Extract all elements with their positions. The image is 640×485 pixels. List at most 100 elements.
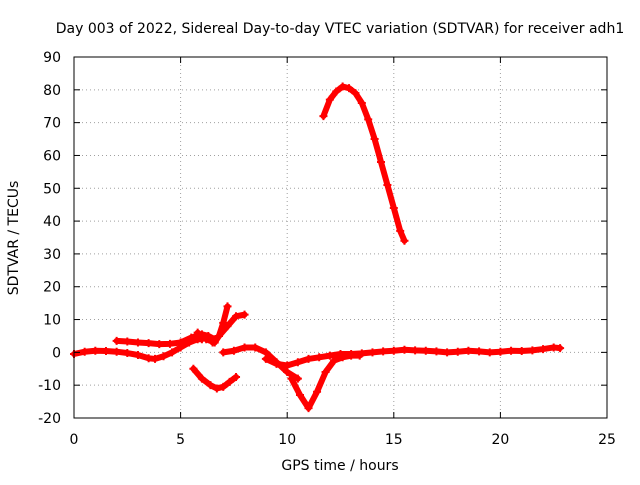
data-point <box>330 356 339 365</box>
data-point <box>400 345 409 354</box>
data-point <box>389 203 398 212</box>
data-point <box>219 348 228 357</box>
data-point <box>283 361 292 370</box>
x-tick-label: 20 <box>491 432 509 448</box>
x-axis-label: GPS time / hours <box>281 458 398 474</box>
data-point <box>475 347 484 356</box>
data-point <box>355 351 364 360</box>
data-series <box>70 82 565 413</box>
y-tick-label: 30 <box>43 247 61 263</box>
data-point <box>251 343 260 352</box>
data-point <box>206 381 215 390</box>
data-point <box>133 350 142 359</box>
series-arc-9 <box>319 82 409 245</box>
data-point <box>496 347 505 356</box>
data-point <box>528 346 537 355</box>
data-point <box>485 348 494 357</box>
data-point <box>411 346 420 355</box>
data-point <box>155 340 164 349</box>
data-point <box>368 348 377 357</box>
data-point <box>187 333 196 342</box>
data-point <box>443 348 452 357</box>
data-point <box>197 374 206 383</box>
data-point <box>517 347 526 356</box>
data-point <box>112 347 121 356</box>
y-axis-label: SDTVAR / TECUs <box>6 181 22 296</box>
data-point <box>133 338 142 347</box>
data-point <box>383 180 392 189</box>
x-tick-label: 25 <box>598 432 616 448</box>
data-point <box>272 359 281 368</box>
data-point <box>379 347 388 356</box>
x-tick-label: 0 <box>70 432 79 448</box>
data-point <box>208 338 217 347</box>
data-point <box>293 358 302 367</box>
data-point <box>240 343 249 352</box>
data-point <box>214 331 223 340</box>
y-tick-label: 60 <box>43 148 61 164</box>
data-point <box>351 89 360 98</box>
chart-title: Day 003 of 2022, Sidereal Day-to-day VTE… <box>56 21 624 37</box>
data-point <box>101 347 110 356</box>
data-point <box>189 364 198 373</box>
data-point <box>364 115 373 124</box>
y-tick-label: -20 <box>38 411 61 427</box>
x-tick-label: 15 <box>385 432 403 448</box>
data-point <box>421 346 430 355</box>
data-point <box>144 339 153 348</box>
y-tick-label: 20 <box>43 280 61 296</box>
data-point <box>212 384 221 393</box>
data-point <box>151 354 160 363</box>
data-point <box>315 353 324 362</box>
data-point <box>223 322 232 331</box>
data-point <box>377 158 386 167</box>
data-point <box>325 351 334 360</box>
data-point <box>232 372 241 381</box>
y-tick-label: 70 <box>43 116 61 132</box>
data-point <box>219 318 228 327</box>
data-point <box>556 344 565 353</box>
data-point <box>389 346 398 355</box>
data-point <box>168 348 177 357</box>
data-point <box>91 346 100 355</box>
x-tick-label: 10 <box>278 432 296 448</box>
data-point <box>370 135 379 144</box>
data-point <box>165 339 174 348</box>
data-point <box>123 337 132 346</box>
series-arc-3 <box>189 364 241 393</box>
data-point <box>112 336 121 345</box>
y-tick-label: 80 <box>43 83 61 99</box>
tick-labels: 0 5 10 15 20 25 -20 -10 0 10 20 30 40 50 60 70 80 90 <box>38 50 616 448</box>
y-tick-label: 90 <box>43 50 61 66</box>
data-point <box>304 404 313 413</box>
data-point <box>338 82 347 91</box>
y-tick-label: 50 <box>43 181 61 197</box>
y-tick-label: 10 <box>43 313 61 329</box>
data-point <box>287 374 296 383</box>
data-point <box>219 382 228 391</box>
data-point <box>176 338 185 347</box>
data-point <box>338 353 347 362</box>
data-point <box>357 98 366 107</box>
data-point <box>325 95 334 104</box>
y-tick-label: 0 <box>52 345 61 361</box>
data-point <box>304 354 313 363</box>
data-point <box>347 351 356 360</box>
y-tick-label: 40 <box>43 214 61 230</box>
data-point <box>319 112 328 121</box>
data-point <box>232 312 241 321</box>
data-point <box>332 87 341 96</box>
data-point <box>159 352 168 361</box>
data-point <box>261 354 270 363</box>
series-arc-8 <box>287 351 364 413</box>
plot-frame <box>73 56 608 419</box>
series-arc-6 <box>219 343 302 383</box>
data-point <box>193 328 202 337</box>
data-point <box>202 335 211 344</box>
series-arc-5 <box>208 310 249 347</box>
data-point <box>396 226 405 235</box>
data-point <box>432 347 441 356</box>
